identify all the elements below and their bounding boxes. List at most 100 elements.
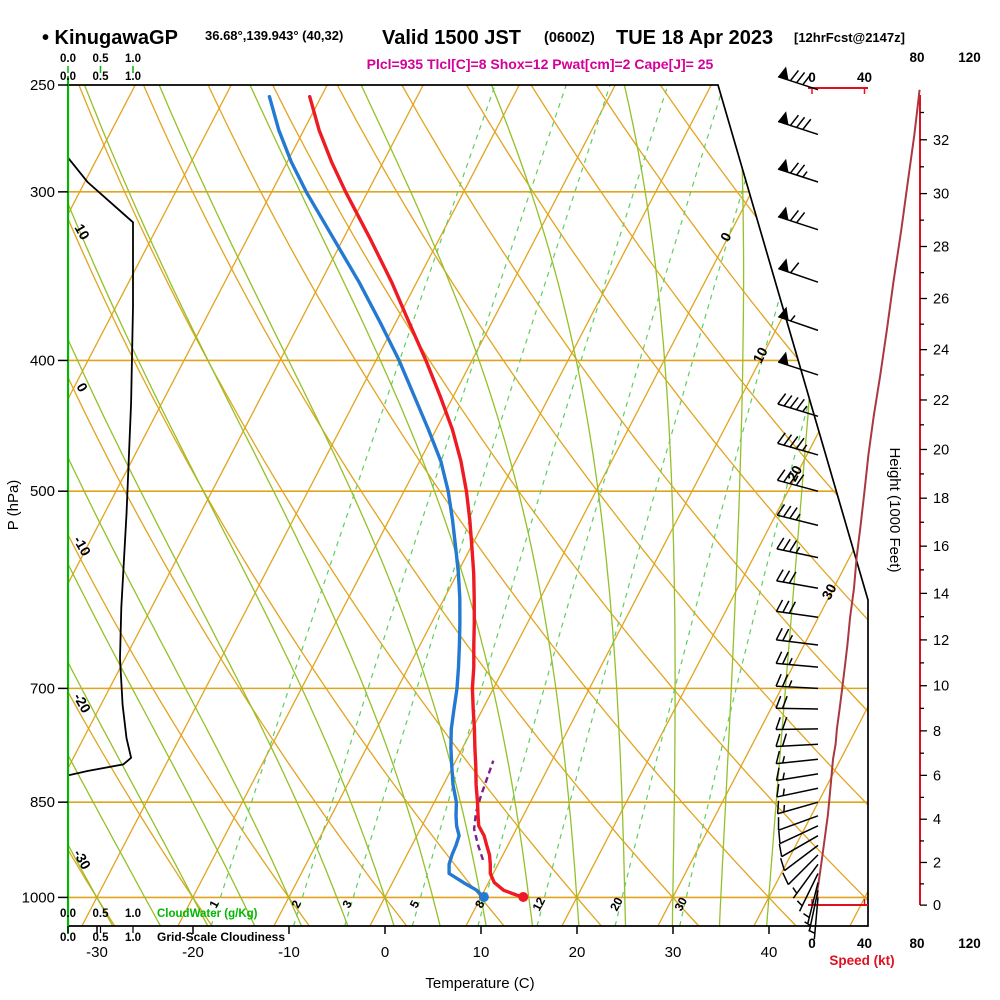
height-tick-label: 24 bbox=[933, 343, 949, 359]
isotherm-label: 30 bbox=[818, 581, 840, 602]
height-tick-label: 28 bbox=[933, 239, 949, 255]
cloudwater-scale-tick: 0.0 bbox=[60, 53, 76, 65]
speed-tick-label: 120 bbox=[958, 936, 981, 951]
height-tick-label: 6 bbox=[933, 768, 941, 784]
height-axis-label: Height (1000 Feet) bbox=[886, 447, 903, 572]
isotherm-line bbox=[753, 85, 868, 926]
cloudiness-scale-tick: 1.0 bbox=[125, 71, 141, 83]
mixing-ratio-label: 12 bbox=[529, 895, 548, 914]
cloudiness-scale-tick: 0.5 bbox=[93, 71, 110, 83]
dry-adiabat-line bbox=[401, 85, 868, 926]
cloudwater-axis-label: CloudWater (g/Kg) bbox=[157, 908, 258, 920]
speed-tick-label: 40 bbox=[857, 70, 872, 85]
speed-axis-label: Speed (kt) bbox=[829, 953, 894, 968]
valid-time: Valid 1500 JST bbox=[382, 27, 521, 49]
plot-border bbox=[68, 84, 869, 927]
moist-adiabat-line bbox=[718, 85, 745, 926]
height-tick-label: 20 bbox=[933, 442, 949, 458]
isotherm-line bbox=[68, 85, 424, 926]
moist-adiabat-line bbox=[158, 85, 487, 926]
mixing-ratio-label: 30 bbox=[671, 895, 690, 914]
forecast-tag: [12hrFcst@2147z] bbox=[794, 30, 905, 45]
speed-tick-label: 0 bbox=[808, 936, 816, 951]
wind-barbs bbox=[775, 66, 819, 940]
cloudiness-scale-tick: 0.0 bbox=[60, 71, 76, 83]
isotherm-line bbox=[81, 85, 520, 926]
height-tick-label: 22 bbox=[933, 393, 949, 409]
isotherm-line bbox=[561, 85, 868, 926]
mixing-ratio-line bbox=[679, 85, 868, 926]
isotherm-line bbox=[657, 85, 868, 926]
height-tick-label: 8 bbox=[933, 724, 941, 740]
isotherm-label: 10 bbox=[749, 344, 771, 365]
valid-time-z: (0600Z) bbox=[544, 30, 595, 46]
cloudwater-scale-tick: 0.5 bbox=[93, 53, 110, 65]
pressure-tick-label: 700 bbox=[30, 680, 55, 697]
height-tick-label: 18 bbox=[933, 491, 949, 507]
cloudwater-scale-tick: 1.0 bbox=[125, 908, 141, 920]
speed-tick-label: 80 bbox=[909, 50, 924, 65]
valid-date: TUE 18 Apr 2023 bbox=[616, 27, 773, 49]
station-coords: 36.68°,139.943° (40,32) bbox=[205, 28, 343, 43]
cloudiness-scale-tick: 1.0 bbox=[125, 932, 141, 944]
dry-adiabat-line bbox=[465, 85, 868, 926]
dewpoint-surface-dot bbox=[478, 892, 489, 902]
temperature-tick-label: -20 bbox=[182, 944, 204, 961]
isotherm-line bbox=[273, 85, 712, 926]
dry-adiabat-line bbox=[68, 85, 310, 926]
mixing-ratio-label: 2 bbox=[288, 898, 304, 911]
moist-adiabat-line bbox=[68, 85, 209, 926]
temperature-curve bbox=[308, 94, 525, 900]
temperature-surface-dot bbox=[518, 892, 529, 902]
isotherm-line bbox=[177, 85, 616, 926]
cloudiness-scale-tick: 0.5 bbox=[93, 932, 110, 944]
temperature-axis-label: Temperature (C) bbox=[425, 975, 534, 992]
dry-adiabat-label: -30 bbox=[70, 847, 94, 873]
dewpoint-curve bbox=[267, 94, 486, 900]
temperature-tick-label: 40 bbox=[761, 944, 778, 961]
temperature-tick-label: 20 bbox=[569, 944, 586, 961]
dry-adiabat-line bbox=[530, 85, 868, 926]
moist-adiabat-line bbox=[68, 85, 162, 926]
dry-adiabat-line bbox=[68, 85, 213, 926]
moist-adiabat-line bbox=[83, 85, 441, 926]
height-tick-label: 30 bbox=[933, 187, 949, 203]
height-tick-label: 16 bbox=[933, 539, 949, 555]
moist-adiabat-line bbox=[68, 85, 256, 926]
cloud-profiles bbox=[68, 85, 134, 926]
dry-adiabat-line bbox=[853, 85, 868, 926]
pressure-axis-label: P (hPa) bbox=[5, 480, 22, 531]
axes: 0.00.00.00.00.50.50.50.51.01.01.01.02503… bbox=[22, 53, 869, 961]
moist-adiabat-line bbox=[766, 85, 833, 926]
cloudiness-axis-label: Grid-Scale Cloudiness bbox=[157, 930, 285, 944]
height-tick-label: 2 bbox=[933, 855, 941, 871]
sounding-curves bbox=[267, 94, 529, 902]
mixing-ratio-line bbox=[536, 85, 775, 926]
mixing-ratio-label: 5 bbox=[407, 898, 423, 911]
dry-adiabat-line bbox=[68, 85, 505, 926]
pressure-tick-label: 250 bbox=[30, 77, 55, 94]
dry-adiabat-line bbox=[142, 85, 700, 926]
temperature-tick-label: 0 bbox=[381, 944, 389, 961]
isotherm-line bbox=[849, 85, 868, 926]
mixing-ratio-line bbox=[477, 85, 725, 926]
height-tick-label: 14 bbox=[933, 586, 949, 602]
mixing-ratio-line bbox=[293, 85, 567, 926]
pressure-tick-label: 1000 bbox=[22, 889, 55, 906]
isotherm-label: 20 bbox=[784, 463, 806, 484]
moist-adiabat-line bbox=[68, 85, 349, 926]
dry-adiabat-line bbox=[336, 85, 868, 926]
cloudwater-scale-tick: 1.0 bbox=[125, 53, 141, 65]
isotherm-line bbox=[68, 85, 328, 926]
cloudwater-scale-tick: 0.0 bbox=[60, 908, 76, 920]
height-tick-label: 0 bbox=[933, 898, 941, 914]
height-tick-label: 10 bbox=[933, 679, 949, 695]
moist-adiabat-line bbox=[360, 85, 580, 926]
dry-adiabat-line bbox=[68, 85, 408, 926]
pressure-tick-label: 850 bbox=[30, 794, 55, 811]
height-tick-label: 12 bbox=[933, 633, 949, 649]
